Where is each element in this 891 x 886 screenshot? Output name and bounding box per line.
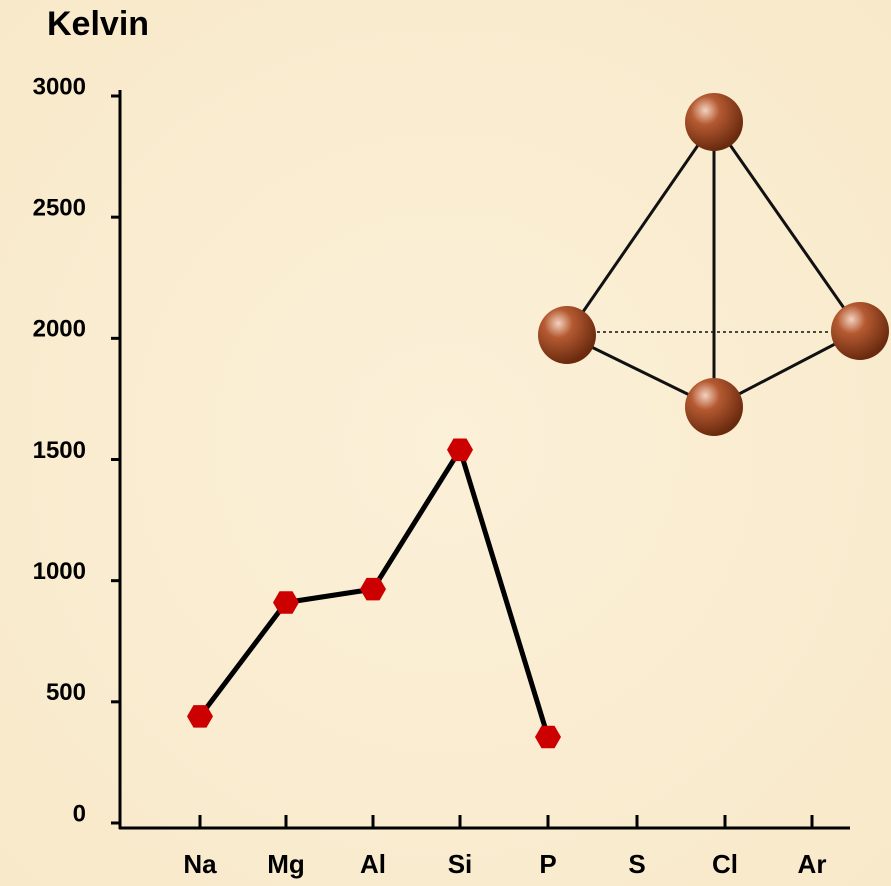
x-tick-label: Mg <box>267 849 305 879</box>
x-tick-label: Si <box>448 849 473 879</box>
y-tick-label: 500 <box>46 679 86 706</box>
x-tick-label: S <box>628 849 645 879</box>
page: {"chart_data": {"type": "line", "title":… <box>0 0 891 886</box>
x-tick-label: P <box>539 849 556 879</box>
y-tick-label: 3000 <box>33 73 86 100</box>
x-tick-label: Na <box>183 849 217 879</box>
y-tick-label: 1500 <box>33 437 86 464</box>
y-tick-label: 1000 <box>33 558 86 585</box>
background <box>0 0 891 886</box>
x-tick-label: Cl <box>712 849 738 879</box>
y-tick-label: 2000 <box>33 316 86 343</box>
chart-title: Kelvin <box>47 5 149 43</box>
x-tick-label: Al <box>360 849 386 879</box>
y-tick-label: 2500 <box>33 195 86 222</box>
y-tick-label: 0 <box>73 800 86 827</box>
chart: Kelvin 0 500 1000 1500 2000 2500 3000 Na Mg Al Si P… <box>0 0 891 886</box>
x-tick-label: Ar <box>798 849 827 879</box>
